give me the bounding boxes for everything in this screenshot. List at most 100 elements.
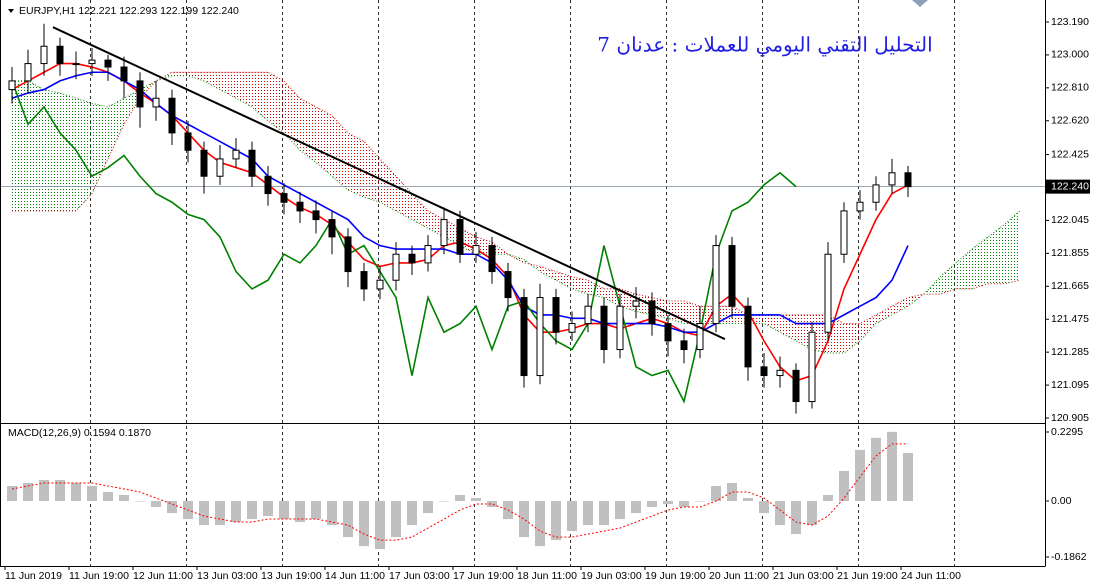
- macd-bar: [727, 482, 737, 502]
- macd-bar: [583, 501, 593, 526]
- macd-bar: [231, 501, 241, 523]
- candle-body: [88, 59, 96, 65]
- candle-body: [616, 305, 624, 351]
- candle-body: [280, 193, 288, 203]
- macd-bar: [567, 501, 577, 532]
- cloud-segment: [972, 236, 988, 289]
- candle-body: [808, 331, 816, 403]
- macd-bar: [375, 501, 385, 550]
- candle-body: [312, 210, 320, 221]
- macd-bar: [327, 501, 337, 526]
- cloud-segment: [124, 89, 140, 125]
- macd-bar: [631, 501, 641, 514]
- macd-bar: [471, 498, 481, 502]
- macd-bar: [407, 501, 417, 526]
- candle-body: [136, 80, 144, 108]
- macd-bar: [359, 501, 369, 547]
- x-tick-label: 11 Jun 19:00: [69, 570, 129, 582]
- macd-bar: [343, 501, 353, 538]
- cloud-segment: [828, 314, 844, 354]
- macd-bar: [263, 501, 273, 517]
- x-tick-label: 13 Jun 19:00: [261, 570, 322, 582]
- macd-bar: [103, 491, 113, 502]
- candle-body: [840, 210, 848, 255]
- candle-body: [712, 245, 720, 325]
- cloud-segment: [28, 80, 44, 211]
- macd-bar: [7, 485, 17, 502]
- x-tick-label: 20 Jun 11:00: [709, 570, 769, 582]
- candle-body: [56, 45, 64, 65]
- symbol-menu-arrow[interactable]: [8, 9, 14, 13]
- macd-bar: [823, 495, 833, 502]
- shift-marker[interactable]: [912, 0, 928, 7]
- candle-body: [200, 149, 208, 177]
- y-tick-label: 122.810: [1051, 82, 1089, 94]
- macd-bar: [23, 482, 33, 502]
- candle-body: [264, 175, 272, 195]
- cloud-segment: [588, 280, 604, 298]
- macd-bar: [775, 501, 785, 526]
- plot-layer: [0, 23, 1045, 550]
- y-tick-label: 0.00: [1051, 495, 1072, 507]
- candle-body: [872, 184, 880, 203]
- macd-bar: [199, 501, 209, 526]
- cloud-segment: [108, 98, 124, 159]
- candle-body: [744, 305, 752, 368]
- macd-bar: [311, 501, 321, 520]
- candle-body: [568, 323, 576, 333]
- candle-body: [584, 305, 592, 325]
- cloud-segment: [188, 72, 204, 81]
- macd-bar: [807, 501, 817, 526]
- candle-body: [648, 300, 656, 325]
- cloud-segment: [284, 80, 300, 151]
- cloud-segment: [76, 98, 92, 211]
- last-price-label: 122.240: [1051, 180, 1089, 192]
- x-tick-label: 18 Jun 11:00: [517, 570, 577, 582]
- candle-body: [40, 45, 48, 65]
- macd-bar: [839, 470, 849, 502]
- x-tick-label: 24 Jun 11:00: [901, 570, 961, 582]
- macd-bar: [55, 479, 65, 502]
- cloud-segment: [140, 80, 156, 99]
- macd-bar: [663, 501, 673, 505]
- candle-body: [232, 149, 240, 160]
- candle-body: [488, 245, 496, 273]
- macd-bar: [247, 501, 257, 520]
- macd-bar: [455, 495, 465, 502]
- macd-bar: [535, 501, 545, 547]
- x-tick-label: 12 Jun 11:00: [133, 570, 193, 582]
- macd-bar: [855, 449, 865, 502]
- indicator-line: [11, 80, 797, 404]
- macd-bar: [71, 482, 81, 502]
- candle-body: [472, 245, 480, 255]
- signal-line: [11, 443, 908, 541]
- x-tick-label: 14 Jun 11:00: [325, 570, 385, 582]
- macd-bar: [295, 501, 305, 523]
- macd-bar: [279, 501, 289, 520]
- cloud-segment: [764, 314, 780, 333]
- cloud-segment: [988, 224, 1004, 284]
- cloud-segment: [412, 193, 428, 229]
- candle-body: [776, 369, 784, 377]
- candle-body: [792, 369, 800, 403]
- candle-body: [424, 245, 432, 264]
- cloud-segment: [380, 158, 396, 211]
- annotation: التحليل التقني اليومي للعملات : عدنان 7: [597, 33, 932, 57]
- cloud-segment: [316, 106, 332, 177]
- candle-body: [376, 279, 384, 290]
- candle-body: [904, 172, 912, 188]
- macd-label: MACD(12,26,9) 0.1594 0.1870: [8, 427, 151, 439]
- cloud-segment: [252, 72, 268, 121]
- candle-body: [120, 66, 128, 82]
- x-tick-label: 19 Jun 19:00: [645, 570, 706, 582]
- macd-bar: [887, 431, 897, 502]
- y-tick-label: 121.285: [1051, 346, 1089, 358]
- candle-body: [824, 253, 832, 333]
- cloud-segment: [716, 306, 732, 324]
- macd-bar: [711, 485, 721, 502]
- macd-bar: [167, 501, 177, 514]
- candle-body: [168, 97, 176, 134]
- cloud-segment: [364, 141, 380, 203]
- candle-body: [104, 59, 112, 68]
